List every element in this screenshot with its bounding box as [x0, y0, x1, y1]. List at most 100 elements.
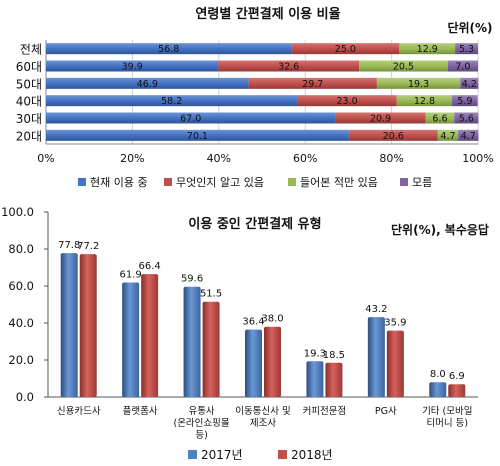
chart2-y-tick-label: 80.0 [8, 242, 34, 256]
chart2-legend-label: 2017년 [201, 448, 243, 462]
chart1-bar-segment [46, 43, 292, 55]
chart1-data-label: 4.7 [461, 131, 476, 142]
chart1-bar-segment [46, 77, 249, 89]
chart1-legend-label: 들어본 적만 있음 [300, 176, 378, 189]
chart1-bar-segment [396, 95, 453, 107]
chart2-data-label: 51.5 [200, 289, 222, 300]
chart1-bar-segment [359, 60, 448, 72]
chart1-title: 연령별 간편결제 이용 비율 [195, 6, 340, 22]
chart1-data-label: 7.0 [455, 62, 470, 73]
chart1-bar-segment [348, 129, 438, 141]
chart1-data-label: 12.8 [414, 96, 435, 107]
chart1-bar-segment [458, 129, 479, 141]
chart2-bar [183, 286, 201, 397]
chart1-bar-segment [455, 43, 478, 55]
chart1-data-label: 5.6 [459, 114, 474, 125]
chart1-data-label: 23.0 [337, 96, 358, 107]
chart2-category-label: (온라인쇼핑몰 [173, 418, 229, 429]
chart1-bar-segment [46, 60, 219, 72]
chart2-legend-swatch [188, 450, 197, 459]
chart1-category-label: 전체 [20, 43, 42, 57]
chart1-data-label: 25.0 [335, 44, 356, 55]
chart1-data-label: 5.9 [457, 96, 472, 107]
payment-type-chart: 이용 중인 간편결제 유형 단위(%), 복수응답 77.877.2 61.966… [1, 205, 489, 462]
chart2-data-label: 8.0 [430, 369, 446, 380]
chart2-category-label: 티머니 등) [426, 418, 468, 429]
chart1-bar-segment [454, 112, 479, 124]
chart2-category-label: 기타 (모바일 [422, 406, 472, 417]
chart1-bar-segment [46, 95, 298, 107]
chart2-data-label: 18.5 [323, 350, 345, 361]
chart2-category-label: 등) [195, 430, 207, 441]
chart1-data-label: 4.2 [462, 79, 477, 90]
chart1-bar-segment [447, 60, 478, 72]
chart1-category-label: 30대 [16, 112, 42, 126]
chart2-bar [429, 382, 447, 397]
chart2-category-label: PG사 [375, 406, 397, 417]
chart2-bar [325, 362, 343, 397]
chart1-data-label: 46.9 [137, 79, 158, 90]
chart1-legend-swatch [78, 178, 86, 186]
chart1-data-label: 39.9 [122, 62, 143, 73]
chart2-y-tick-label: 20.0 [8, 353, 34, 367]
chart2-legend: 2017년 2018년 [188, 448, 333, 462]
chart1-unit-label: 단위(%) [447, 20, 492, 35]
chart2-category-label: 제조사 [250, 418, 276, 429]
chart1-bar-segment [452, 95, 478, 107]
chart2-category-label: 유통사 [188, 406, 214, 417]
chart2-data-label: 6.9 [449, 371, 465, 382]
chart1-data-label: 56.8 [158, 44, 179, 55]
chart2-unit-label: 단위(%), 복수응답 [391, 222, 489, 237]
chart1-x-tick-label: 40% [207, 152, 231, 165]
chart2-data-label: 36.4 [242, 317, 264, 328]
chart2-title: 이용 중인 간편결제 유형 [188, 216, 321, 232]
chart1-x-tick-label: 80% [379, 152, 403, 165]
chart1-category-label: 20대 [16, 129, 42, 143]
chart2-data-label: 38.0 [261, 314, 283, 325]
age-payment-usage-chart: 연령별 간편결제 이용 비율 단위(%) 56.8 25.0 12.9 5.3 39.9… [16, 6, 494, 189]
chart1-bar-segment [460, 77, 479, 89]
chart1-bar-segment [425, 112, 455, 124]
chart1-data-label: 5.3 [459, 44, 474, 55]
chart2-y-tick-label: 0.0 [16, 390, 34, 404]
chart2-y-tick-label: 100.0 [1, 205, 34, 219]
chart1-bar-segment [335, 112, 426, 124]
chart2-bar [448, 384, 466, 397]
chart2-bar [306, 361, 324, 397]
chart1-x-tick-label: 0% [37, 152, 54, 165]
chart2-data-label: 77.8 [58, 240, 80, 251]
chart1-legend-label: 무엇인지 알고 있음 [176, 175, 264, 189]
chart1-bar-segment [291, 43, 400, 55]
chart2-data-label: 59.6 [181, 274, 203, 285]
chart1-category-label: 50대 [16, 77, 42, 91]
chart1-bar-segment [46, 112, 336, 124]
chart2-data-label: 35.9 [384, 318, 406, 329]
chart2-data-label: 66.4 [139, 261, 161, 272]
chart1-data-label: 20.5 [393, 62, 414, 73]
chart1-x-tick-label: 60% [293, 152, 317, 165]
chart2-bar [264, 326, 281, 397]
chart2-category-label: 커피전문점 [303, 405, 347, 417]
chart1-legend-label: 현재 이용 중 [90, 176, 148, 189]
chart1-legend-swatch [400, 178, 408, 186]
chart2-data-label: 61.9 [120, 269, 142, 280]
chart2-bar [202, 301, 220, 397]
chart1-data-label: 20.9 [370, 114, 391, 125]
chart1-x-tick-label: 20% [120, 152, 144, 165]
chart1-bar-segment [297, 95, 397, 107]
chart2-legend-swatch [278, 450, 287, 459]
chart1-data-label: 19.3 [408, 79, 429, 90]
chart2-bar [386, 330, 404, 397]
chart1-category-label: 60대 [16, 60, 42, 74]
chart1-x-tick-label: 100% [462, 152, 493, 165]
chart1-bar-segment [46, 129, 349, 141]
chart2-bar [122, 282, 140, 397]
chart1-bar-segment [376, 77, 461, 89]
chart1-data-label: 12.9 [417, 44, 438, 55]
chart2-data-label: 77.2 [77, 241, 99, 252]
chart2-data-label: 43.2 [365, 304, 387, 315]
chart1-data-label: 32.6 [278, 62, 299, 73]
chart2-y-tick-label: 60.0 [8, 279, 34, 293]
chart1-bar-segment [218, 60, 360, 72]
